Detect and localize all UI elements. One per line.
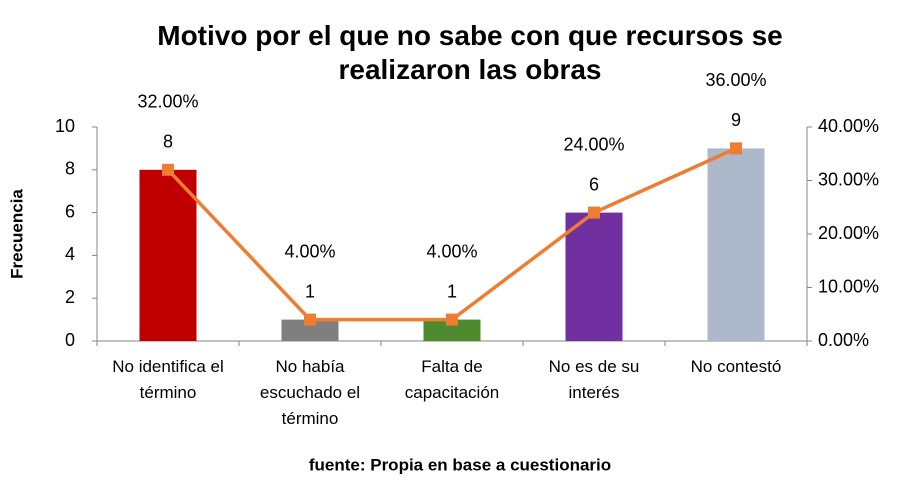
y-tick-label: 2 [65, 287, 75, 307]
line-marker [446, 313, 458, 326]
bar-value-label: 9 [731, 110, 741, 130]
y2-tick-label: 40.00% [818, 116, 879, 136]
line-value-label: 4.00% [426, 241, 477, 261]
y2-tick-label: 0.00% [818, 330, 869, 350]
bar-value-label: 6 [589, 174, 599, 194]
bar [423, 319, 481, 341]
bar [281, 319, 339, 341]
y-tick-label: 8 [65, 159, 75, 179]
y2-tick-label: 30.00% [818, 169, 879, 189]
x-tick-label: No había escuchado el término [260, 357, 360, 428]
bar [139, 169, 197, 341]
y-tick-label: 6 [65, 201, 75, 221]
y-tick-label: 0 [65, 330, 75, 350]
bar-value-label: 1 [305, 281, 315, 301]
line-value-label: 4.00% [284, 241, 335, 261]
line-value-label: 32.00% [137, 92, 198, 112]
chart-title: Motivo por el que no sabe con que recurs… [157, 20, 782, 85]
bar [565, 212, 623, 341]
line-marker [304, 313, 316, 326]
line-value-label: 36.00% [705, 70, 766, 90]
x-tick-label: No contestó [691, 357, 782, 376]
bar [707, 148, 765, 341]
bar-value-label: 8 [163, 132, 173, 152]
line-value-label: 24.00% [563, 134, 624, 154]
bar-value-label: 1 [447, 281, 457, 301]
line-marker [162, 163, 174, 176]
y-tick-label: 4 [65, 244, 75, 264]
x-tick-label: Falta de capacitación [405, 357, 500, 402]
y-axis-label: Frecuencia [7, 189, 26, 279]
line-marker [730, 142, 742, 155]
y2-tick-label: 20.00% [818, 223, 879, 243]
x-tick-label: No es de su interés [549, 357, 640, 402]
y2-tick-label: 10.00% [818, 276, 879, 296]
y-tick-label: 10 [55, 116, 75, 136]
x-tick-label: No identifica el término [112, 357, 224, 402]
line-marker [588, 206, 600, 219]
caption: fuente: Propia en base a cuestionario [309, 455, 611, 474]
